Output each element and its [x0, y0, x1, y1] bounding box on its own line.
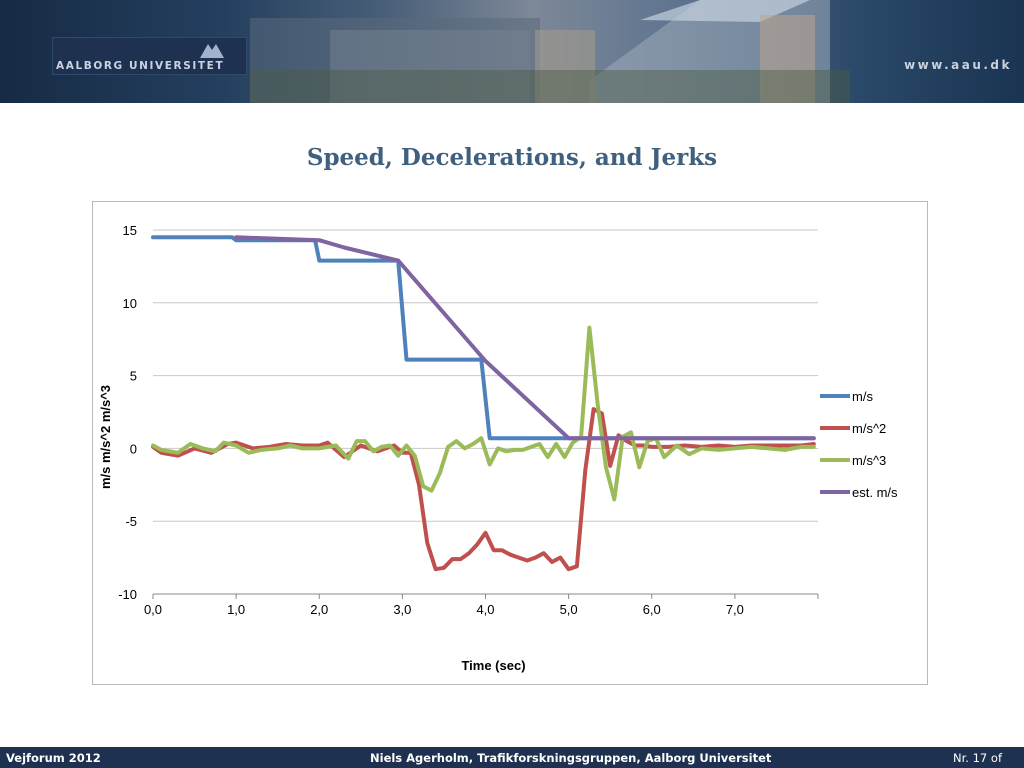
line-chart: 15 10 5 0 -5 -10 0,0 1,0 2,0 3,0 4,0 5,0 6,0 7,0 m/s… — [98, 223, 898, 673]
website-url[interactable]: www.aau.dk — [904, 58, 1012, 72]
legend-label: m/s^2 — [852, 421, 886, 436]
y-tick-label: -5 — [125, 514, 137, 529]
y-axis-ticks: 15 10 5 0 -5 -10 — [118, 223, 137, 602]
series-line — [151, 325, 816, 502]
x-tick-label: 5,0 — [560, 602, 578, 617]
legend-label: m/s — [852, 389, 873, 404]
footer-bar: Vejforum 2012 Niels Agerholm, Trafikfors… — [0, 747, 1024, 768]
footer-author: Niels Agerholm, Trafikforskningsgruppen,… — [370, 751, 772, 765]
footer-page-number: Nr. 17 of — [953, 751, 1002, 765]
x-tick-label: 1,0 — [227, 602, 245, 617]
chart-frame: 15 10 5 0 -5 -10 0,0 1,0 2,0 3,0 4,0 5,0 6,0 7,0 m/s… — [92, 201, 928, 685]
footer-event: Vejforum 2012 — [6, 751, 101, 765]
aau-logo-icon — [200, 44, 224, 58]
x-tick-label: 3,0 — [393, 602, 411, 617]
x-tick-label: 6,0 — [643, 602, 661, 617]
x-tick-label: 0,0 — [144, 602, 162, 617]
x-tick-label: 2,0 — [310, 602, 328, 617]
series-lines — [151, 235, 816, 572]
y-tick-label: 10 — [123, 296, 137, 311]
x-axis-label: Time (sec) — [461, 658, 525, 673]
y-tick-label: 15 — [123, 223, 137, 238]
series-line — [151, 407, 816, 572]
header-banner: AALBORG UNIVERSITET www.aau.dk — [0, 0, 1024, 103]
slide-title: Speed, Decelerations, and Jerks — [306, 144, 718, 171]
y-axis-label: m/s m/s^2 m/s^3 — [98, 385, 113, 489]
y-tick-label: 0 — [130, 441, 137, 456]
legend-label: est. m/s — [852, 485, 898, 500]
x-axis-ticks: 0,0 1,0 2,0 3,0 4,0 5,0 6,0 7,0 — [144, 594, 819, 617]
legend-label: m/s^3 — [852, 453, 886, 468]
series-line — [234, 235, 816, 441]
legend: m/s m/s^2 m/s^3 est. m/s — [820, 389, 898, 500]
y-tick-label: -10 — [118, 587, 137, 602]
y-tick-label: 5 — [130, 369, 137, 384]
x-tick-label: 4,0 — [476, 602, 494, 617]
series-line — [151, 235, 816, 441]
grid-lines — [153, 229, 818, 522]
x-tick-label: 7,0 — [726, 602, 744, 617]
aau-logo-text: AALBORG UNIVERSITET — [56, 60, 225, 72]
campus-photo — [250, 0, 850, 103]
